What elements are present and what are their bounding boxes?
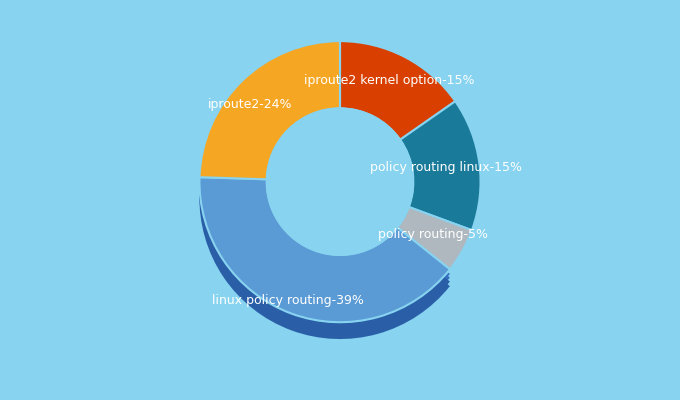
Circle shape <box>267 125 413 272</box>
Wedge shape <box>199 177 450 322</box>
Wedge shape <box>400 101 481 230</box>
Wedge shape <box>199 189 450 334</box>
Wedge shape <box>340 41 456 140</box>
Wedge shape <box>397 207 472 269</box>
Text: policy routing linux-15%: policy routing linux-15% <box>370 162 522 174</box>
Text: iproute2-24%: iproute2-24% <box>208 98 292 111</box>
Wedge shape <box>199 194 450 339</box>
Text: policy routing-5%: policy routing-5% <box>378 228 488 241</box>
Text: iproute2 kernel option-15%: iproute2 kernel option-15% <box>304 74 475 87</box>
Circle shape <box>267 116 413 263</box>
Circle shape <box>267 108 413 255</box>
Circle shape <box>267 120 413 267</box>
Wedge shape <box>199 41 340 179</box>
Circle shape <box>267 108 413 255</box>
Text: linux policy routing-39%: linux policy routing-39% <box>212 294 364 307</box>
Wedge shape <box>199 182 450 327</box>
Circle shape <box>267 113 413 260</box>
Wedge shape <box>199 186 450 330</box>
